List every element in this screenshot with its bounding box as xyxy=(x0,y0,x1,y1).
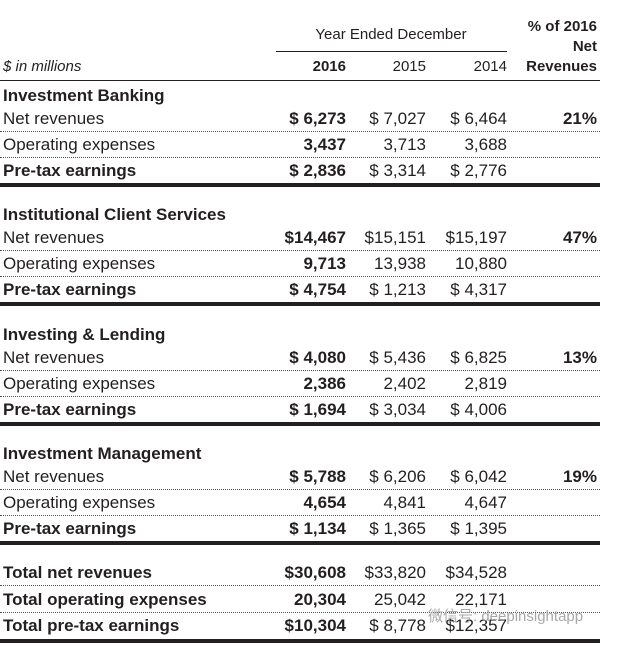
cell-value: $ 1,395 xyxy=(450,518,507,538)
cell-value: $ 5,436 xyxy=(369,347,426,367)
row-label: Net revenues xyxy=(3,228,105,248)
watermark: 微信号: deepinsightapp xyxy=(428,608,584,625)
row-label: Pre-tax earnings xyxy=(3,280,137,300)
pct-header: Net xyxy=(572,38,597,55)
pct-header: % of 2016 xyxy=(527,18,597,35)
row-label: Total net revenues xyxy=(3,563,152,582)
cell-value: $ 4,317 xyxy=(450,280,507,300)
cell-value: 25,042 xyxy=(374,589,426,609)
section-rule xyxy=(0,421,600,426)
cell-value: $33,820 xyxy=(364,563,426,582)
units-label: $ in millions xyxy=(3,58,82,75)
cell-value: $ 4,006 xyxy=(450,399,507,419)
row-label: Net revenues xyxy=(3,466,105,486)
cell-value: $15,197 xyxy=(445,228,507,248)
row-label: Operating expenses xyxy=(3,373,156,393)
cell-value: $ 3,314 xyxy=(369,161,426,180)
cell-value: $ 4,080 xyxy=(289,347,346,367)
cell-value: $ 1,213 xyxy=(369,280,426,300)
row-separator xyxy=(0,514,600,516)
section-title: Investing & Lending xyxy=(3,324,166,344)
row-label: Pre-tax earnings xyxy=(3,518,137,538)
cell-value: $30,608 xyxy=(284,563,346,582)
section-rule xyxy=(0,302,600,307)
cell-value: $10,304 xyxy=(284,616,346,635)
row-separator xyxy=(0,585,600,586)
year-header: 2014 xyxy=(473,58,507,75)
cell-value: $ 2,836 xyxy=(289,161,346,180)
cell-value: $ 6,273 xyxy=(289,109,346,128)
cell-value: $ 1,365 xyxy=(369,518,426,538)
section-rule xyxy=(0,183,600,187)
cell-value: $ 8,778 xyxy=(369,616,426,635)
cell-value: 2,402 xyxy=(383,373,426,393)
row-label: Operating expenses xyxy=(3,135,156,154)
cell-value: $12,357 xyxy=(445,616,507,635)
section-title: Investment Management xyxy=(3,443,202,463)
cell-value: $ 6,206 xyxy=(369,466,426,486)
row-label: Total operating expenses xyxy=(3,589,207,609)
cell-value: 2,386 xyxy=(303,373,346,393)
row-label: Net revenues xyxy=(3,109,105,128)
row-label: Total pre-tax earnings xyxy=(3,616,180,635)
row-separator xyxy=(0,488,600,490)
row-label: Operating expenses xyxy=(3,254,156,274)
cell-value: 3,713 xyxy=(383,135,426,154)
totals-rule xyxy=(0,639,600,643)
row-label: Pre-tax earnings xyxy=(3,399,137,419)
cell-value: 4,841 xyxy=(383,492,426,512)
pct-header: Revenues xyxy=(526,58,597,75)
row-label: Net revenues xyxy=(3,347,105,367)
section-rule xyxy=(0,540,600,545)
section-title: Investment Banking xyxy=(3,86,165,105)
cell-value: $15,151 xyxy=(364,228,426,248)
cell-value: $ 1,694 xyxy=(289,399,346,419)
cell-value: $ 1,134 xyxy=(289,518,346,538)
cell-value: 22,171 xyxy=(455,589,507,609)
row-separator xyxy=(0,395,600,397)
header-rule xyxy=(0,80,600,81)
cell-value: 4,647 xyxy=(464,492,507,512)
pct-value: 19% xyxy=(562,466,597,486)
row-label: Operating expenses xyxy=(3,492,156,512)
row-label: Pre-tax earnings xyxy=(3,161,137,180)
cell-value: 10,880 xyxy=(455,254,507,274)
cell-value: $ 6,464 xyxy=(450,109,507,128)
cell-value: 20,304 xyxy=(294,589,346,609)
row-separator xyxy=(0,611,600,613)
column-group-header: Year Ended December xyxy=(315,26,467,43)
row-separator xyxy=(0,131,600,132)
year-header: 2015 xyxy=(392,58,426,75)
cell-value: $ 3,034 xyxy=(369,399,426,419)
cell-value: $ 2,776 xyxy=(450,161,507,180)
cell-value: $14,467 xyxy=(284,228,346,248)
cell-value: $ 6,042 xyxy=(450,466,507,486)
pct-value: 21% xyxy=(562,109,597,128)
cell-value: 3,437 xyxy=(303,135,346,154)
section-title: Institutional Client Services xyxy=(3,205,226,225)
row-separator xyxy=(0,250,600,252)
cell-value: $ 6,825 xyxy=(450,347,507,367)
pct-value: 13% xyxy=(562,347,597,367)
row-separator xyxy=(0,369,600,371)
row-separator xyxy=(0,157,600,158)
cell-value: 9,713 xyxy=(303,254,346,274)
year-header: 2016 xyxy=(312,58,346,75)
cell-value: 2,819 xyxy=(464,373,507,393)
cell-value: 4,654 xyxy=(303,492,346,512)
row-separator xyxy=(0,276,600,278)
cell-value: $34,528 xyxy=(445,563,507,582)
cell-value: $ 5,788 xyxy=(289,466,346,486)
cell-value: $ 4,754 xyxy=(289,280,346,300)
cell-value: 3,688 xyxy=(464,135,507,154)
cell-value: $ 7,027 xyxy=(369,109,426,128)
group-rule xyxy=(276,51,507,52)
cell-value: 13,938 xyxy=(374,254,426,274)
pct-value: 47% xyxy=(562,228,597,248)
